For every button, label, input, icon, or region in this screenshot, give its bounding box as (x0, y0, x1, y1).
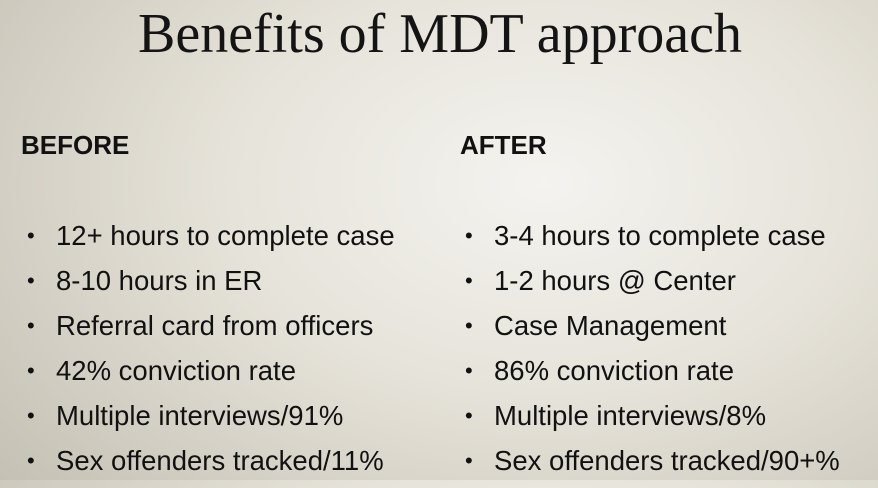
list-item-text: 12+ hours to complete case (56, 220, 395, 251)
before-list-item: • Sex offenders tracked/11% (22, 443, 442, 488)
bullet-icon: • (27, 403, 35, 428)
list-item-text: 86% conviction rate (494, 355, 734, 386)
list-item-text: 8-10 hours in ER (56, 265, 263, 296)
after-list-item: • Case Management (460, 308, 875, 353)
bullet-icon: • (27, 448, 35, 473)
list-item-text: Sex offenders tracked/90+% (494, 445, 840, 476)
before-list-item: • 42% conviction rate (22, 353, 442, 398)
bullet-icon: • (27, 313, 35, 338)
after-list-item: • 3-4 hours to complete case (460, 218, 875, 263)
before-list-item: • 8-10 hours in ER (22, 263, 442, 308)
bullet-icon: • (27, 358, 35, 383)
before-list: • 12+ hours to complete case • 8-10 hour… (22, 218, 442, 488)
list-item-text: Sex offenders tracked/11% (56, 445, 384, 476)
after-list-item: • Multiple interviews/8% (460, 398, 875, 443)
bullet-icon: • (465, 223, 473, 248)
list-item-text: 42% conviction rate (56, 355, 296, 386)
after-heading: AFTER (460, 130, 547, 160)
bullet-icon: • (465, 358, 473, 383)
list-item-text: Case Management (494, 310, 727, 341)
list-item-text: 3-4 hours to complete case (494, 220, 826, 251)
list-item-text: 1-2 hours @ Center (494, 265, 736, 296)
bullet-icon: • (465, 448, 473, 473)
after-list-item: • 86% conviction rate (460, 353, 875, 398)
list-item-text: Multiple interviews/8% (494, 400, 767, 431)
list-item-text: Referral card from officers (56, 310, 374, 341)
bullet-icon: • (465, 268, 473, 293)
bullet-icon: • (27, 268, 35, 293)
list-item-text: Multiple interviews/91% (56, 400, 344, 431)
before-list-item: • Referral card from officers (22, 308, 442, 353)
slide-title: Benefits of MDT approach (138, 3, 742, 65)
before-list-item: • 12+ hours to complete case (22, 218, 442, 263)
after-list-item: • 1-2 hours @ Center (460, 263, 875, 308)
bullet-icon: • (465, 313, 473, 338)
before-list-item: • Multiple interviews/91% (22, 398, 442, 443)
bullet-icon: • (27, 223, 35, 248)
before-heading: BEFORE (21, 130, 130, 160)
after-list: • 3-4 hours to complete case • 1-2 hours… (460, 218, 875, 488)
after-list-item: • Sex offenders tracked/90+% (460, 443, 875, 488)
bullet-icon: • (465, 403, 473, 428)
